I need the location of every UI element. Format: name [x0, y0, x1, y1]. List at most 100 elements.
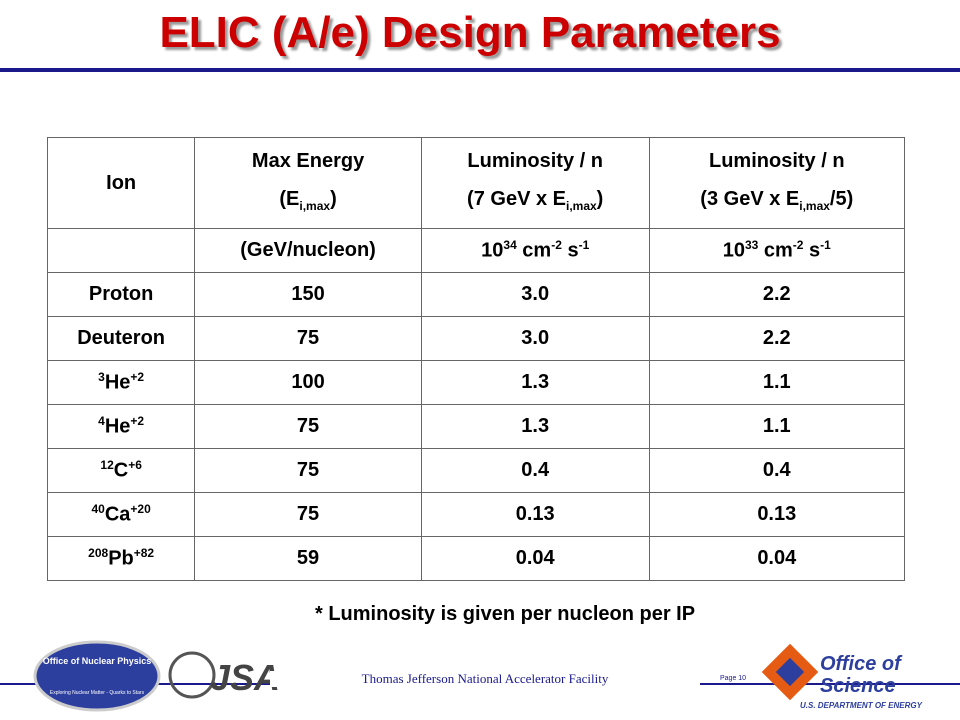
cell-text: 10	[722, 239, 745, 262]
cell-text: +6	[128, 458, 142, 473]
table-cell: 0.04	[420, 536, 650, 581]
cell-text: Proton	[88, 283, 154, 305]
cell-text: +20	[130, 502, 151, 517]
cell-text: )	[330, 187, 337, 210]
cell-text: 1.3	[521, 371, 550, 393]
table-cell: 75	[194, 404, 422, 449]
cell-text: +2	[130, 414, 145, 429]
cell-text: 40	[91, 502, 105, 517]
cell-text: Luminosity / n	[709, 149, 845, 172]
cell-text: -1	[578, 238, 590, 253]
cell-text: -1	[820, 238, 831, 253]
table-cell: 0.4	[420, 448, 650, 493]
table-cell: Luminosity / n (7 GeV x Ei,max)	[420, 137, 650, 229]
cell-line: 150	[195, 283, 421, 306]
cell-text: (GeV/nucleon)	[240, 239, 376, 261]
cell-text: i,max	[299, 198, 331, 213]
cell-line: 1.1	[650, 415, 904, 438]
cell-text: (E	[279, 187, 300, 210]
cell-text: 10	[481, 239, 504, 262]
cell-line: Proton	[48, 283, 194, 306]
cell-text: 150	[291, 283, 325, 305]
logo-text: JSA	[210, 657, 280, 698]
cell-text: (3 GeV x E	[700, 187, 800, 210]
cell-text: Luminosity / n	[467, 149, 603, 172]
cell-text: s	[803, 239, 821, 262]
cell-text: cm	[516, 239, 552, 262]
cell-text: He	[104, 415, 131, 438]
cell-line: 1.3	[422, 371, 649, 394]
cell-text: 2.2	[762, 327, 791, 349]
cell-line: 3He+2	[48, 370, 194, 395]
cell-text: 75	[296, 415, 320, 437]
cell-text: 0.04	[757, 547, 797, 569]
cell-text: 4	[98, 414, 105, 429]
science-logo	[775, 657, 805, 687]
cell-text: 75	[296, 327, 320, 349]
cell-line: 75	[195, 415, 421, 438]
cell-text: Max Energy	[251, 149, 365, 172]
table-cell: 1033 cm-2 s-1	[648, 228, 906, 273]
cell-text: 1.1	[762, 371, 791, 393]
table-cell: 1.1	[648, 404, 906, 449]
cell-text: 75	[296, 459, 320, 481]
table-row: 3He+2 100 1.3 1.1	[46, 360, 906, 405]
cell-text: 1.3	[521, 415, 550, 437]
logo-text: Exploring Nuclear Matter - Quarks to Sta…	[50, 690, 145, 696]
cell-line: (GeV/nucleon)	[195, 239, 421, 262]
table-row: Ion Max Energy (Ei,max) Luminosity / n (7 Ge…	[46, 137, 906, 229]
cell-text: -2	[551, 238, 562, 253]
cell-line: Luminosity / n	[650, 142, 904, 180]
table-row: Deuteron 75 3.0 2.2	[46, 316, 906, 361]
cell-line: Deuteron	[48, 327, 194, 350]
cell-line: 208Pb+82	[48, 546, 194, 571]
cell-line: 100	[195, 371, 421, 394]
cell-line: 2.2	[650, 283, 904, 306]
table-cell: 2.2	[648, 316, 906, 361]
cell-text: i,max	[565, 198, 597, 213]
cell-line: (Ei,max)	[195, 180, 421, 225]
table-row: (GeV/nucleon) 1034 cm-2 s-1 1033 cm-2 s-1	[46, 228, 906, 273]
cell-text: 3	[98, 370, 105, 385]
cell-text: 208	[88, 546, 109, 561]
cell-text: 3.0	[521, 283, 550, 305]
cell-text: Pb	[108, 547, 134, 570]
cell-text: cm	[758, 239, 793, 262]
logo-text: Science	[820, 675, 896, 697]
cell-line: 0.4	[422, 459, 649, 482]
cell-text: Deuteron	[77, 327, 166, 349]
cell-line: 1.1	[650, 371, 904, 394]
table-cell: 59	[194, 536, 422, 581]
cell-line: 3.0	[422, 283, 649, 306]
table-row: 208Pb+82 59 0.04 0.04	[46, 536, 906, 581]
table-cell: 75	[194, 448, 422, 493]
table-cell: 0.04	[648, 536, 906, 581]
cell-text: 3.0	[521, 327, 550, 349]
cell-text: Ion	[106, 172, 137, 194]
cell-text: 0.4	[762, 459, 791, 481]
logo-text: Office of	[820, 653, 903, 675]
logo-text: U.S. DEPARTMENT OF ENERGY	[800, 701, 923, 710]
cell-text: 0.04	[515, 547, 555, 569]
cell-text: 0.13	[757, 503, 797, 525]
cell-text: -2	[792, 238, 804, 253]
cell-line: 1033 cm-2 s-1	[650, 238, 904, 263]
cell-text: +82	[133, 546, 155, 561]
table-cell: (GeV/nucleon)	[194, 228, 422, 273]
cell-text: i,max	[799, 198, 830, 213]
cell-line: 0.04	[650, 547, 904, 570]
table-cell: 12C+6	[46, 448, 196, 493]
table-cell: 75	[194, 316, 422, 361]
logo-text: Office of Nuclear Physics	[43, 656, 152, 666]
table-cell: 0.4	[648, 448, 906, 493]
cell-text: 0.4	[521, 459, 550, 481]
cell-line: 2.2	[650, 327, 904, 350]
cell-text: 0.13	[515, 503, 555, 525]
cell-text: 33	[744, 238, 759, 253]
facility-name: Thomas Jefferson National Accelerator Fa…	[270, 671, 700, 687]
cell-line: 12C+6	[48, 458, 194, 483]
footnote: * Luminosity is given per nucleon per IP	[315, 603, 696, 625]
table-cell: 208Pb+82	[46, 536, 196, 581]
table-cell: 3.0	[420, 272, 650, 317]
cell-line: Luminosity / n	[422, 142, 649, 180]
